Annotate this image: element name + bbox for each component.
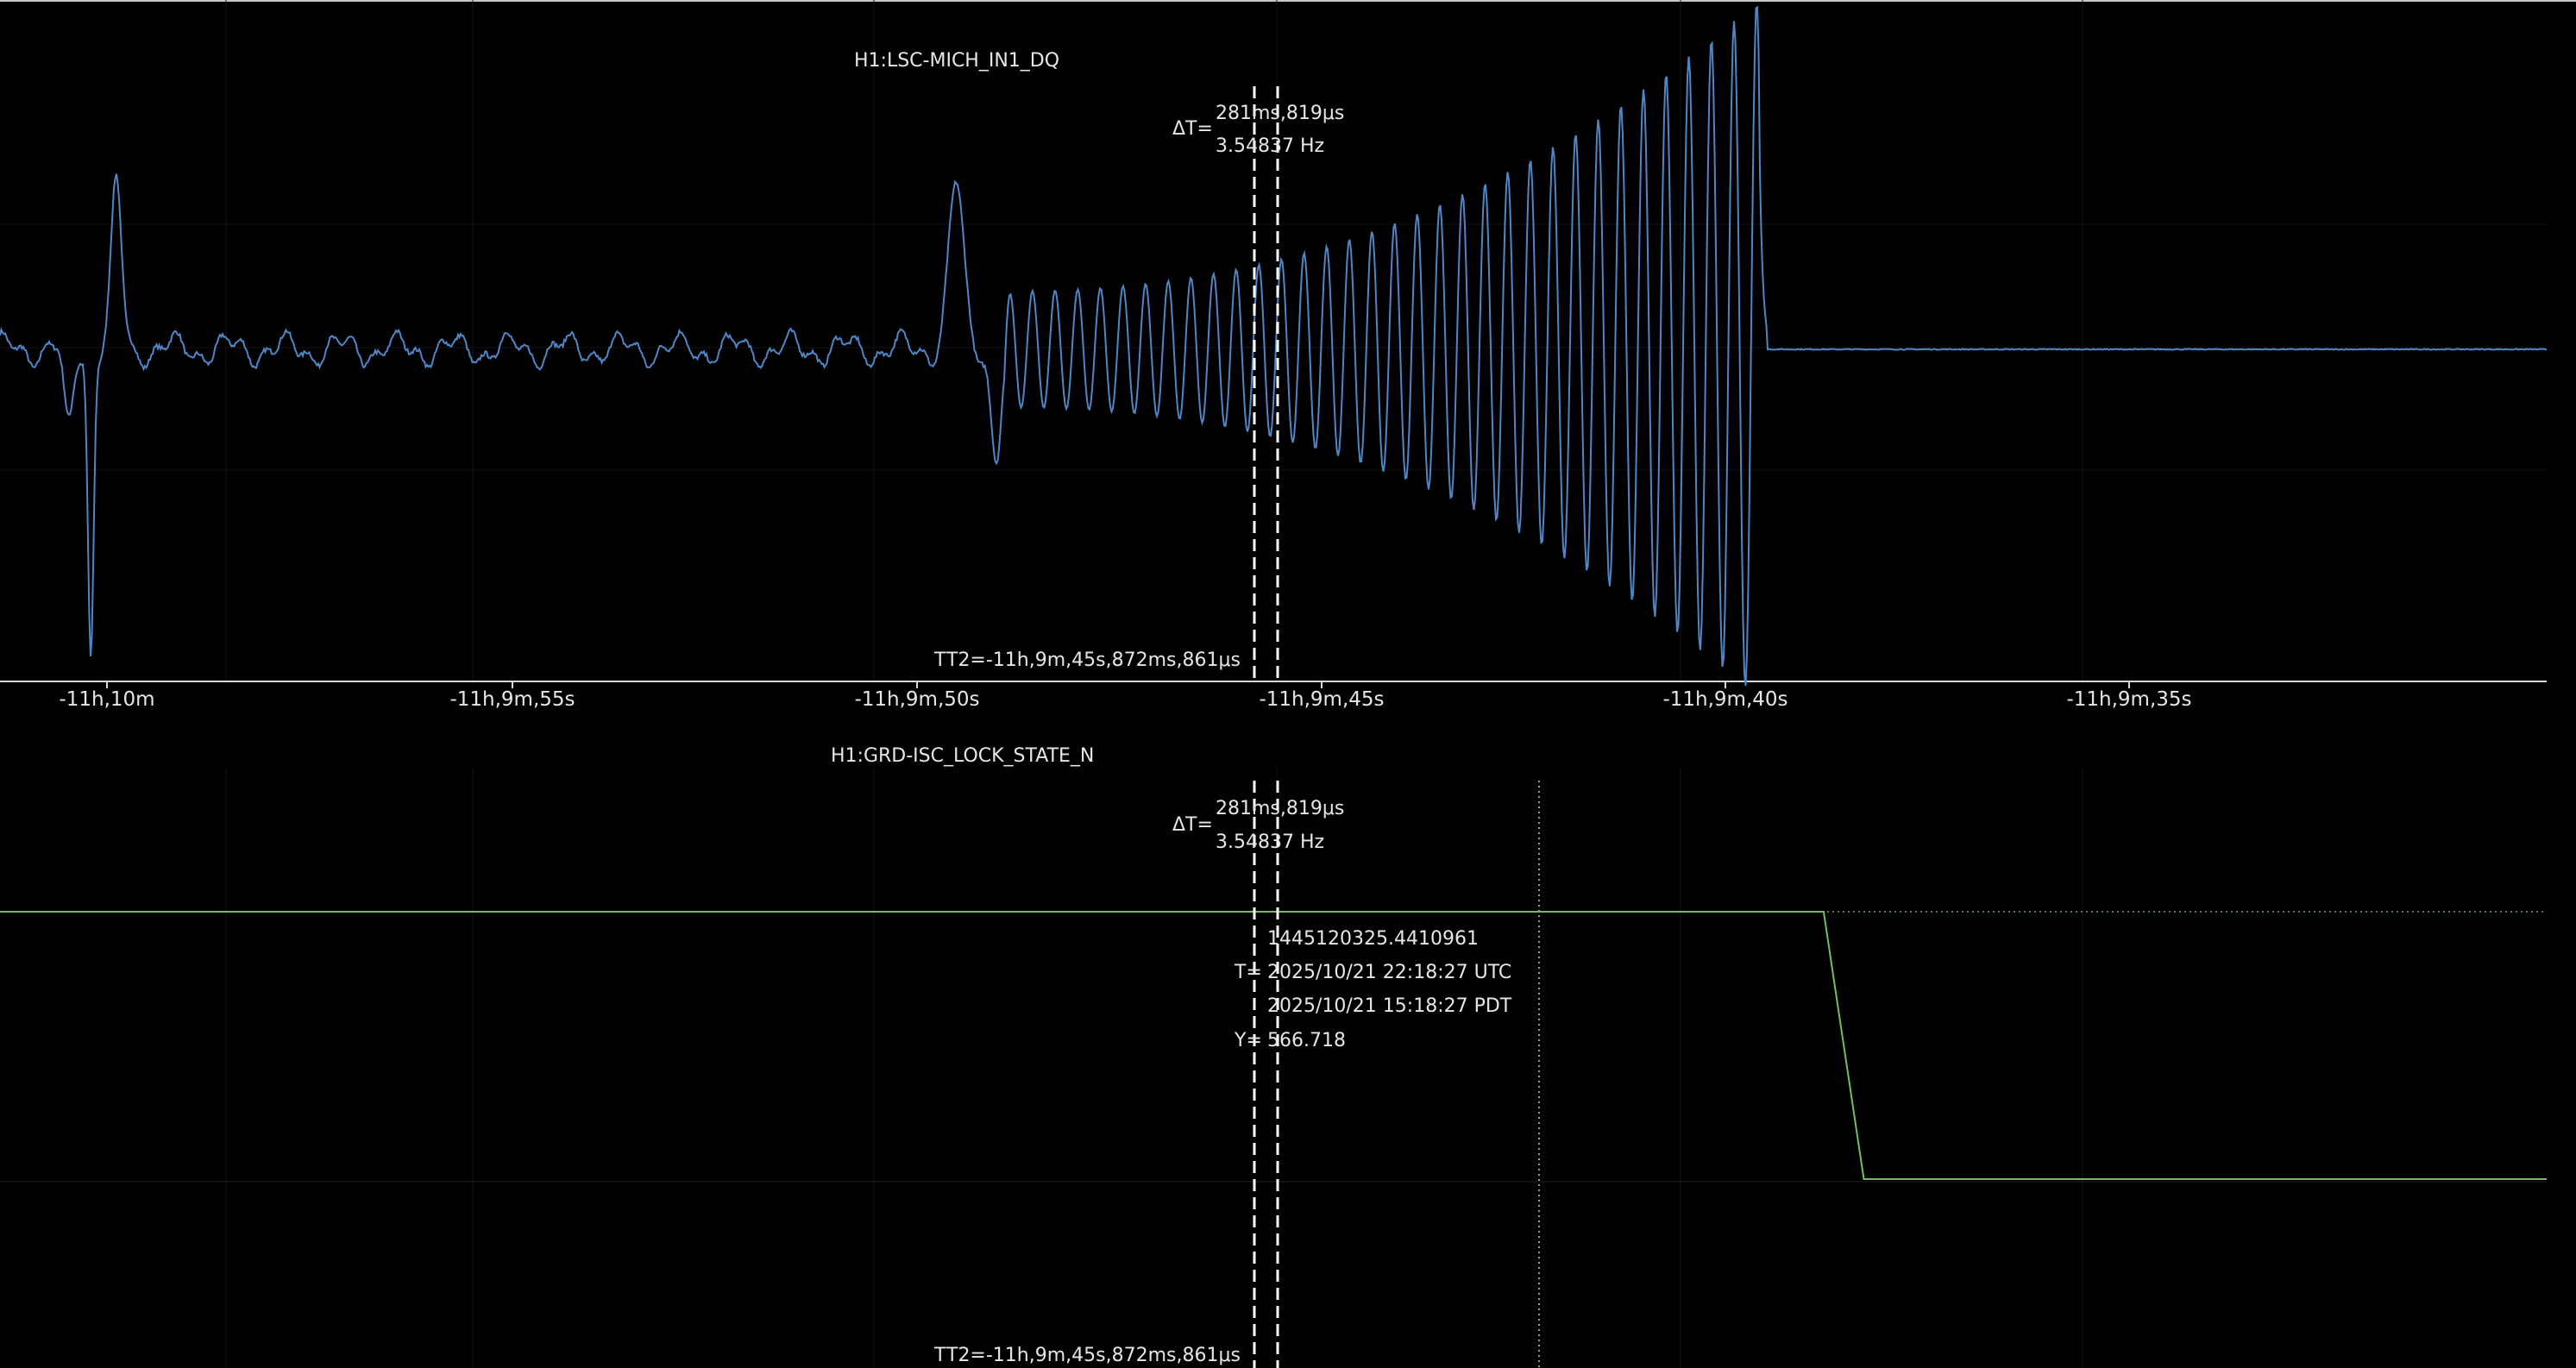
x-tick-label-2: -11h,9m,50s [854, 688, 980, 711]
x-tick-label-1: -11h,9m,55s [449, 688, 575, 711]
x-tick-label-3: -11h,9m,45s [1259, 688, 1385, 711]
bottom-t-label: T [934, 1345, 946, 1366]
top-delta-freq: 3.54837 Hz [1216, 135, 1325, 157]
top-t-label: T [934, 649, 946, 671]
top-delta-time: 281ms,819μs [1216, 103, 1345, 124]
bottom-t2-readout: T2=-11h,9m,45s,872ms,861μs [946, 1345, 1241, 1366]
bottom-delta-time: 281ms,819μs [1216, 798, 1345, 819]
x-tick-label-4: -11h,9m,40s [1662, 688, 1788, 711]
readout-gps: 1445120325.4410961 [1267, 928, 1479, 950]
bottom-plot-title: H1:GRD-ISC_LOCK_STATE_N [831, 745, 1095, 767]
x-tick-label-0: -11h,10m [59, 688, 155, 711]
top-plot-title: H1:LSC-MICH_IN1_DQ [854, 50, 1060, 72]
readout-pdt: 2025/10/21 15:18:27 PDT [1267, 995, 1512, 1017]
top-delta-label: ΔT= [1172, 118, 1213, 140]
readout-y-value: 566.718 [1267, 1030, 1346, 1051]
bottom-delta-freq: 3.54837 Hz [1216, 831, 1325, 853]
lock-state-trace [0, 911, 2547, 1180]
readout-t-label: T= [1235, 962, 1262, 983]
bottom-delta-label: ΔT= [1172, 814, 1213, 836]
mich-trace [0, 5, 2548, 687]
readout-utc: 2025/10/21 22:18:27 UTC [1267, 962, 1512, 983]
x-tick-label-5: -11h,9m,35s [2066, 688, 2192, 711]
readout-y-label: Y= [1235, 1030, 1262, 1051]
top-t2-readout: T2=-11h,9m,45s,872ms,861μs [946, 649, 1241, 671]
